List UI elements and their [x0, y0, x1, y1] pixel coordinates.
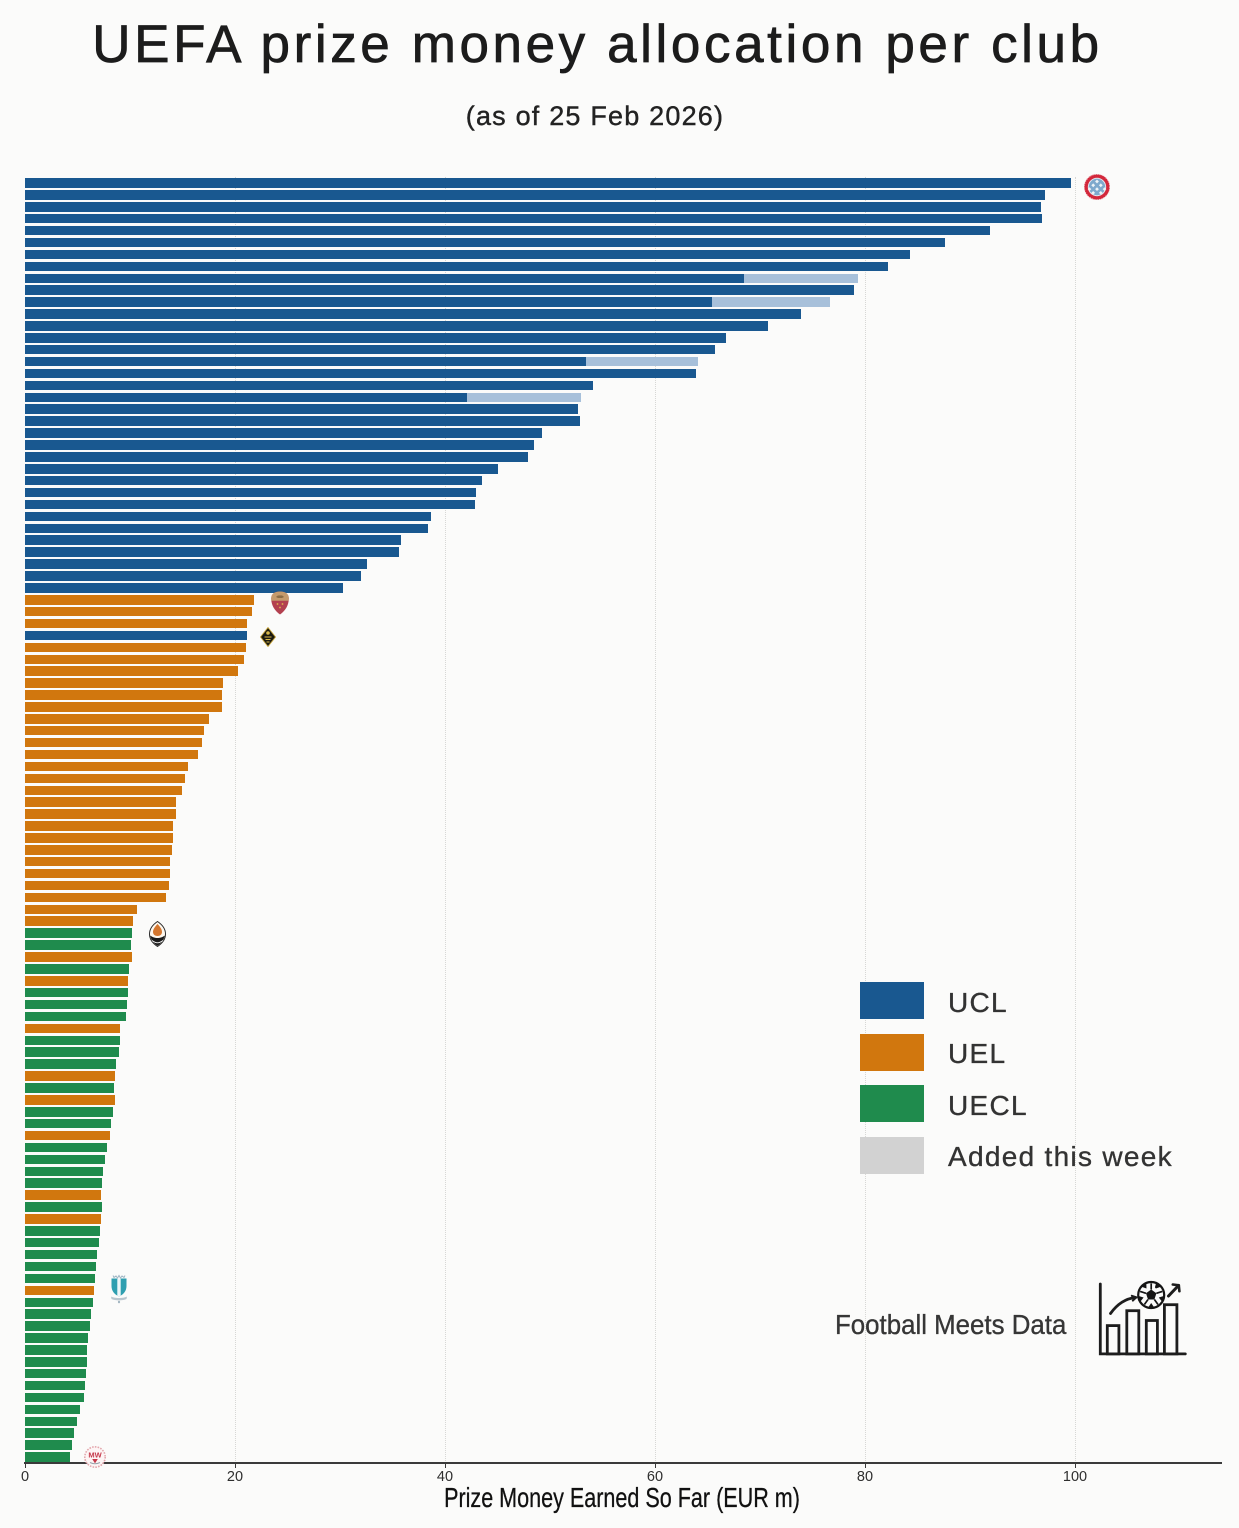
- svg-text:MW: MW: [88, 1451, 102, 1460]
